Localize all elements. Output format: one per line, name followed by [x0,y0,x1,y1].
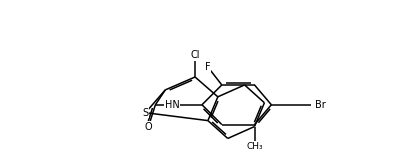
Text: O: O [145,122,152,132]
Text: F: F [205,62,211,72]
Text: HN: HN [165,100,180,110]
Text: Cl: Cl [190,50,200,60]
Text: S: S [142,108,148,118]
Text: CH₃: CH₃ [246,142,263,151]
Text: Br: Br [315,100,326,110]
